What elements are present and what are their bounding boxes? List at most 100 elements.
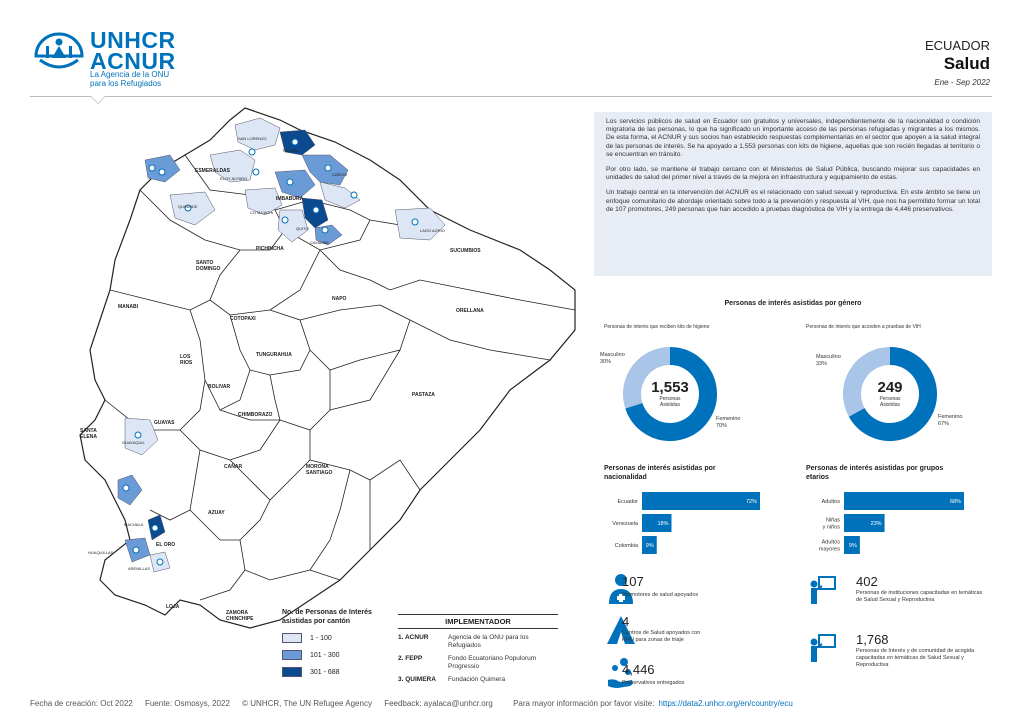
hygiene-caption: Personas de interés que reciben kits de … [604, 324, 710, 330]
unhcr-logo[interactable]: UNHCR ACNUR La Agencia de la ONU para lo… [32, 29, 192, 88]
kpi-institutions-label: Personas de instituciones capacitadas en… [856, 590, 983, 603]
footer-copyright: © UNHCR, The UN Refugee Agency [242, 699, 372, 708]
canton-san-lorenzo [234, 117, 281, 151]
hygiene-total-label: Personas Asistidas [659, 396, 681, 408]
implementer-row: 2. FEPP Fondo Ecuatoriano Populorum Prog… [398, 655, 558, 671]
map-label-imbabura: IMBABURA [276, 196, 304, 202]
map-label-napo: NAPO [332, 296, 347, 302]
map-label-zamora: ZAMORA CHINCHIPE [226, 610, 254, 622]
hiv-female-label: Femenino 67% [938, 414, 962, 428]
legend-label: 301 - 688 [310, 668, 340, 676]
map-label-arenillas: ARENILLAS [128, 566, 151, 571]
implementer-row: 1. ACNUR Agencia de la ONU para los Refu… [398, 634, 558, 650]
map-label-loja: LOJA [166, 604, 180, 610]
map-label-cotopaxi: COTOPAXI [230, 316, 256, 322]
age-bar [844, 492, 964, 510]
implementer-code: 3. QUIMERA [398, 676, 436, 683]
map-label-quininde: QUININDE [178, 204, 198, 209]
map-label-tulcan: TULCAN [282, 148, 299, 153]
hiv-total: 249 [877, 379, 903, 396]
footer-link[interactable]: https://data2.unhcr.org/en/country/ecu [658, 699, 793, 708]
map-label-carchi: CARCHI [332, 172, 348, 177]
footer: Fecha de creación: Oct 2022 Fuente: Osmo… [30, 699, 1000, 708]
footer-feedback[interactable]: Feedback: ayalaca@unhcr.org [384, 699, 493, 708]
age-category-label: Adultos [822, 499, 841, 505]
hygiene-male-slice [623, 347, 671, 409]
canton-eloy-alfaro [209, 149, 256, 183]
legend-swatch [282, 633, 302, 643]
map-label-lago-agrio: LAGO AGRIO [420, 228, 445, 233]
legend-title: No. de Personas de Interés asistidas por… [282, 609, 372, 625]
map-label-quito: QUITO [296, 226, 309, 231]
legend-label: 1 - 100 [310, 634, 332, 642]
canton-imbabura-east [319, 181, 361, 209]
hygiene-female-label: Femenino 70% [716, 416, 740, 430]
map-label-azuay: AZUAY [208, 510, 225, 516]
hygiene-male-label: Masculino 30% [600, 352, 625, 366]
page-title: Salud [943, 54, 990, 73]
implementer-table: IMPLEMENTADOR 1. ACNUR Agencia de la ONU… [398, 614, 558, 684]
hiv-male-name: Masculino [816, 354, 841, 360]
org-name: UNHCR ACNUR [90, 29, 176, 74]
map-label-morona: MORONA SANTIAGO [306, 464, 333, 476]
nationality-value-label: 18% [657, 521, 668, 527]
hygiene-total: 1,553 [651, 379, 689, 396]
map-label-san-lorenzo: SAN LORENZO [238, 136, 267, 141]
implementer-title: IMPLEMENTADOR [398, 614, 558, 629]
nationality-bar [642, 492, 760, 510]
presenter-icon [810, 634, 836, 662]
implementer-code: 1. ACNUR [398, 634, 429, 641]
age-value-label: 68% [950, 499, 961, 505]
hiv-donut [843, 347, 937, 441]
hand-care-icon [608, 658, 633, 688]
age-category-label: Niñas y niños [823, 518, 841, 531]
org-name-line2: ACNUR [90, 48, 176, 74]
map-label-canar: CAÑAR [224, 464, 243, 470]
implementer-name: Fundación Quimera [448, 676, 506, 683]
map-label-bolivar: BOLIVAR [208, 384, 231, 390]
map-label-cotacachi: COTACACHI [250, 210, 274, 215]
org-subtitle-line2: para los Refugiados [90, 79, 162, 88]
footer-created: Fecha de creación: Oct 2022 [30, 699, 133, 708]
hiv-female-pct: 67% [938, 421, 950, 427]
map-label-sucumbios: SUCUMBIOS [450, 248, 481, 254]
unhcr-emblem-icon [34, 32, 84, 69]
kpi-community-label: Personas de Interés y de comunidad de ac… [856, 648, 975, 668]
canton-lago-agrio [394, 207, 446, 241]
ecuador-map[interactable]: ESMERALDAS SAN LORENZO TULCAN CARCHI ELO… [70, 100, 590, 630]
hiv-female-name: Femenino [938, 414, 963, 420]
implementer-row: 3. QUIMERA Fundación Quimera [398, 676, 558, 684]
hiv-total-label: Personas Asistidas [879, 396, 901, 408]
nationality-value-label: 72% [746, 499, 757, 505]
kpi-promoters-value: 107 [622, 574, 644, 589]
nationality-category-label: Ecuador [618, 499, 639, 505]
nationality-bar [642, 536, 657, 554]
kpi-condoms-value: 4,446 [622, 662, 655, 677]
hiv-caption: Personas de interés que acceden a prueba… [806, 324, 921, 330]
kpi-condoms: 4,446 Preservativos entregados [606, 656, 786, 696]
map-label-los-rios: LOS RIOS [180, 354, 193, 366]
map-label-guayaquil: GUAYAQUIL [122, 440, 145, 445]
hiv-male-slice [843, 347, 891, 417]
legend-label: 101 - 300 [310, 651, 340, 659]
kpi-condoms-label: Preservativos entregados [622, 680, 685, 686]
nationality-chart-title: Personas de interés asistidas por nacion… [604, 465, 716, 481]
hygiene-female-slice [625, 347, 717, 441]
canton-guayas-s [117, 474, 143, 506]
canton-guayaquil [124, 417, 159, 456]
hiv-female-slice [848, 347, 937, 441]
map-label-manabi: MANABI [118, 304, 138, 310]
age-value-label: 9% [849, 543, 857, 549]
canton-esmeraldas [144, 154, 181, 183]
implementer-name: Agencia de la ONU para los Refugiados [448, 634, 529, 649]
intro-paragraph-1: Los servicios públicos de salud en Ecuad… [606, 118, 980, 158]
map-label-orellana: ORELLANA [456, 308, 484, 314]
org-subtitle-line1: La Agencia de la ONU [90, 70, 170, 79]
kpi-promoters-label: Promotores de salud apoyados [622, 592, 699, 598]
map-label-santa-elena: SANTA ELENA [80, 428, 97, 440]
hygiene-male-name: Masculino [600, 352, 625, 358]
nationality-category-label: Colombia [615, 543, 639, 549]
kpi-centers: 4 Centros de Salud apoyados con RHU para… [606, 612, 796, 652]
map-label-tungurahua: TUNGURAHUA [256, 352, 292, 358]
canton-cotacachi [244, 187, 283, 216]
